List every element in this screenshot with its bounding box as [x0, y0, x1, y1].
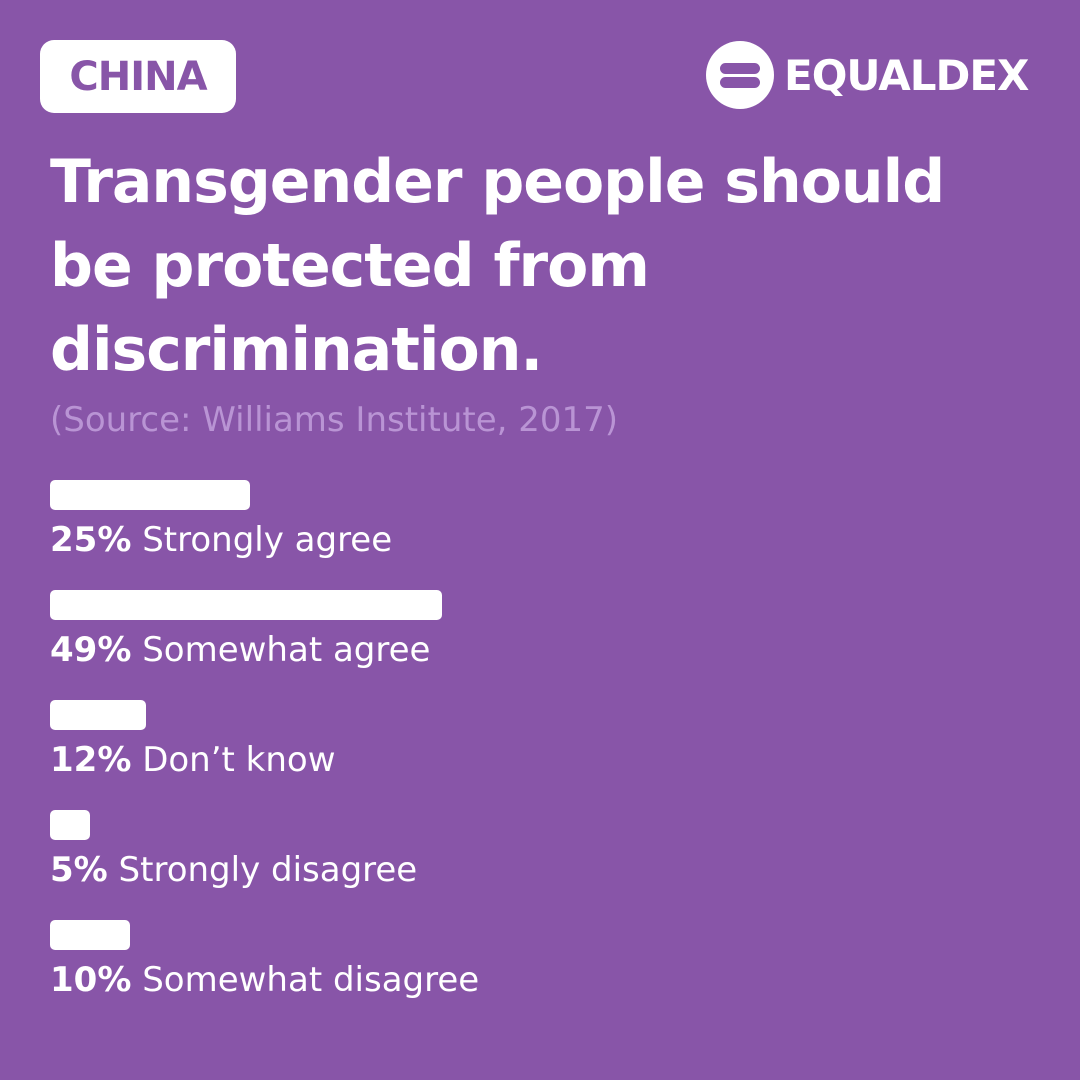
bar — [50, 920, 130, 950]
country-badge: CHINA — [40, 40, 236, 113]
value-label: 12% — [50, 740, 132, 780]
chart-title: Transgender people should be protected f… — [50, 147, 945, 385]
bar-label: 25% Strongly agree — [50, 518, 392, 562]
category-label: Somewhat disagree — [142, 960, 480, 1000]
value-label: 5% — [50, 850, 108, 890]
bar-label: 10% Somewhat disagree — [50, 958, 479, 1002]
category-label: Somewhat agree — [142, 630, 431, 670]
bar — [50, 700, 146, 730]
bar — [50, 590, 442, 620]
source-note: (Source: Williams Institute, 2017) — [50, 400, 619, 440]
category-label: Don’t know — [142, 740, 336, 780]
bar — [50, 810, 90, 840]
value-label: 10% — [50, 960, 132, 1000]
category-label: Strongly disagree — [118, 850, 418, 890]
bar-label: 5% Strongly disagree — [50, 848, 417, 892]
bar-label: 12% Don’t know — [50, 738, 336, 782]
value-label: 49% — [50, 630, 132, 670]
bar-label: 49% Somewhat agree — [50, 628, 430, 672]
brand-name: EQUALDEX — [784, 51, 1029, 100]
bar — [50, 480, 250, 510]
category-label: Strongly agree — [142, 520, 393, 560]
value-label: 25% — [50, 520, 132, 560]
logo-icon — [706, 41, 774, 109]
